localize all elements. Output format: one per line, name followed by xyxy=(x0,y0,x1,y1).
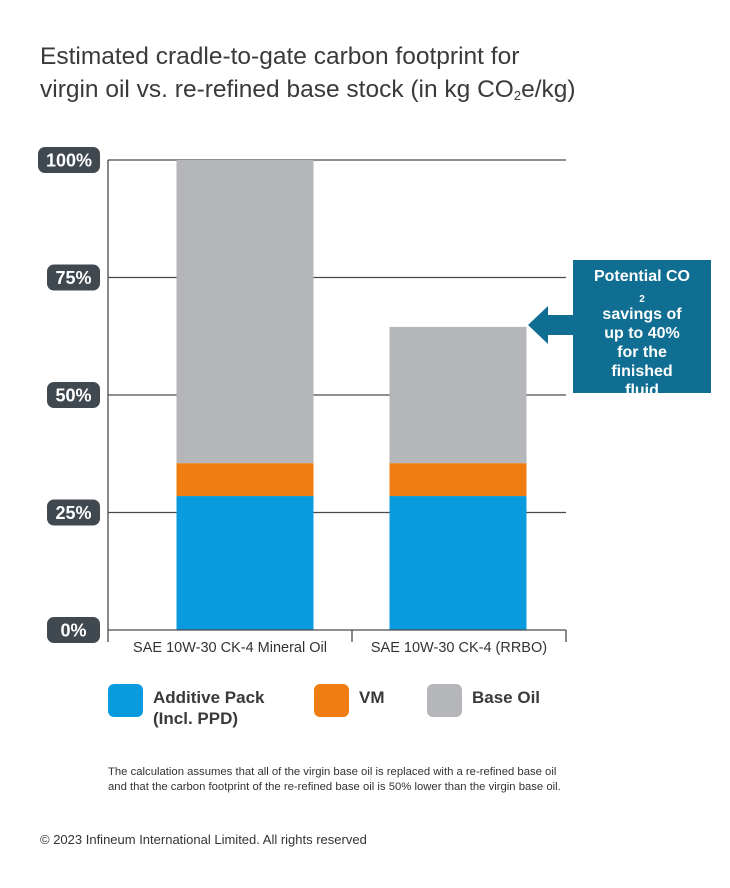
legend-item-additive: Additive Pack (Incl. PPD) xyxy=(108,684,265,729)
y-tick-label: 75% xyxy=(55,268,91,288)
y-tick-pill xyxy=(47,499,100,526)
bar-segment-base-oil xyxy=(389,326,527,464)
callout-line-3: up to 40% xyxy=(604,325,680,342)
y-tick-labels: 0% 25% 50% 75% 100% xyxy=(38,147,100,643)
callout-arrow-icon xyxy=(528,306,574,344)
legend-label-base-oil: Base Oil xyxy=(472,688,541,707)
title-line-2-post: e/kg) xyxy=(521,76,576,103)
callout-line-1: Potential CO xyxy=(593,268,690,285)
title-line-1: Estimated cradle-to-gate carbon footprin… xyxy=(40,43,520,70)
x-category-labels: SAE 10W-30 CK-4 Mineral Oil SAE 10W-30 CK… xyxy=(133,640,547,656)
chart-title: Estimated cradle-to-gate carbon footprin… xyxy=(40,40,700,106)
y-tick-pill xyxy=(38,147,100,173)
title-subscript: 2 xyxy=(513,88,522,103)
note-line-1: The calculation assumes that all of the … xyxy=(108,766,557,778)
callout-line-2: savings of xyxy=(602,306,682,323)
legend-label-vm: VM xyxy=(359,688,385,707)
y-tick-pill xyxy=(47,264,100,291)
bars xyxy=(176,160,527,630)
bar-segment-additive-pack xyxy=(389,496,527,630)
y-tick-label: 50% xyxy=(55,386,91,406)
note-line-2: and that the carbon footprint of the re-… xyxy=(108,781,561,793)
callout-line-4: for the xyxy=(617,344,667,361)
bar-segment-vm xyxy=(176,463,314,497)
axes xyxy=(107,160,567,642)
bar-segment-base-oil xyxy=(176,160,314,464)
y-tick-label: 100% xyxy=(46,151,92,171)
legend-label-additive-line-2: (Incl. PPD) xyxy=(153,709,239,728)
callout-line-6: fluid xyxy=(625,382,659,399)
legend-swatch-base-oil xyxy=(427,684,462,717)
legend-item-vm: VM xyxy=(314,684,385,717)
legend-swatch-vm xyxy=(314,684,349,717)
legend-label-additive-line-1: Additive Pack xyxy=(153,688,265,707)
bar-segment-additive-pack xyxy=(176,496,314,630)
callout-line-5: finished xyxy=(611,363,673,380)
legend-item-base-oil: Base Oil xyxy=(427,684,540,717)
y-tick-pill xyxy=(47,382,100,408)
savings-callout: Potential CO 2 savings of up to 40% for t… xyxy=(573,260,711,399)
callout-subscript: 2 xyxy=(639,294,645,305)
x-category-label: SAE 10W-30 CK-4 (RRBO) xyxy=(371,640,547,656)
bar-segment-vm xyxy=(389,463,527,497)
y-tick-pill xyxy=(47,617,100,643)
stacked-bar-chart: 0% 25% 50% 75% 100% SAE 10W-30 CK-4 Mineral … xyxy=(38,147,574,656)
y-tick-label: 25% xyxy=(55,503,91,523)
x-category-label: SAE 10W-30 CK-4 Mineral Oil xyxy=(133,640,327,656)
title-line-2-pre: virgin oil vs. re-refined base stock (in… xyxy=(40,76,514,103)
legend-swatch-additive xyxy=(108,684,143,717)
methodology-note: The calculation assumes that all of the … xyxy=(108,765,708,795)
copyright-notice: © 2023 Infineum International Limited. A… xyxy=(40,832,367,847)
y-tick-label: 0% xyxy=(60,621,86,641)
